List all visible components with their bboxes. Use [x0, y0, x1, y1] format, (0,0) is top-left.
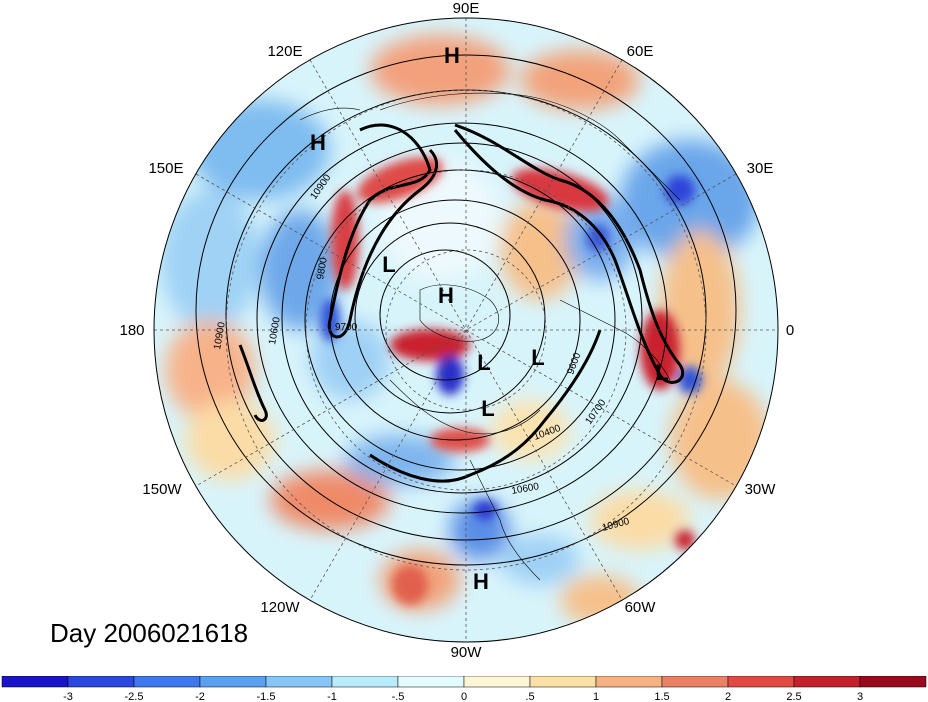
colorbar-box: [397, 676, 465, 688]
lon-label-60e: 60E: [627, 43, 654, 60]
colorbar-tick-label: -3: [63, 691, 73, 702]
colorbar-tick-label: -1.5: [257, 691, 276, 702]
colorbar-tick-label: -2.5: [125, 691, 144, 702]
colorbar-tick-label: 1.5: [654, 691, 669, 702]
colorbar-box: [595, 676, 663, 688]
colorbar-tick-label: .5: [525, 691, 534, 702]
colorbar-tick-label: 0: [461, 691, 467, 702]
contour-label: 10600: [267, 316, 283, 346]
lon-label-120e: 120E: [267, 43, 302, 60]
lon-label-90w: 90W: [451, 644, 483, 661]
lon-label-150e: 150E: [148, 160, 183, 177]
high-marker: H: [438, 283, 454, 308]
coastlines: [299, 92, 681, 581]
low-marker: L: [655, 360, 668, 385]
contour-label: 9700: [335, 322, 358, 333]
low-marker: L: [481, 396, 494, 421]
colorbar-box: [331, 676, 399, 688]
colorbar-box: [1, 676, 69, 688]
lon-label-150w: 150W: [142, 481, 182, 498]
map-border: [153, 17, 779, 643]
date-title: Day 2006021618: [50, 618, 249, 648]
lon-label-180: 180: [119, 322, 144, 339]
high-marker: H: [444, 43, 460, 68]
lon-label-60w: 60W: [625, 599, 657, 616]
lon-label-120w: 120W: [260, 599, 300, 616]
low-marker: L: [531, 345, 544, 370]
low-marker: L: [477, 350, 490, 375]
jet-streams: [238, 123, 684, 483]
graticule: [154, 18, 778, 642]
colorbar-box: [793, 676, 861, 688]
colorbar: -3 -2.5 -2 -1.5 -1 -.5 0 .5 1 1.5 2 2.5 3: [1, 676, 927, 702]
low-marker: L: [382, 252, 395, 277]
colorbar-tick-label: -.5: [392, 691, 405, 702]
colorbar-tick-label: 1: [593, 691, 599, 702]
contour-label: 9800: [315, 256, 330, 280]
contour-label: 10900: [212, 321, 228, 351]
lon-label-90e: 90E: [453, 0, 480, 17]
colorbar-box: [133, 676, 201, 688]
lon-label-30e: 30E: [747, 160, 774, 177]
colorbar-tick-label: -1: [327, 691, 337, 702]
colorbar-box: [463, 676, 531, 688]
colorbar-box: [67, 676, 135, 688]
lon-label-0: 0: [786, 322, 794, 339]
lon-label-30w: 30W: [745, 481, 777, 498]
colorbar-box: [265, 676, 333, 688]
colorbar-box: [199, 676, 267, 688]
colorbar-tick-label: 3: [857, 691, 863, 702]
colorbar-box: [727, 676, 795, 688]
colorbar-tick-label: 2.5: [786, 691, 801, 702]
high-marker: H: [473, 569, 489, 594]
high-marker: H: [310, 130, 326, 155]
polar-map: 90E 120E 60E 150E 30E 180 0 150W 30W 120…: [119, 0, 794, 661]
colorbar-tick-label: 2: [725, 691, 731, 702]
contour-label: 10600: [511, 481, 541, 497]
colorbar-box: [661, 676, 729, 688]
colorbar-tick-label: -2: [195, 691, 205, 702]
colorbar-box: [859, 676, 927, 688]
colorbar-box: [529, 676, 597, 688]
